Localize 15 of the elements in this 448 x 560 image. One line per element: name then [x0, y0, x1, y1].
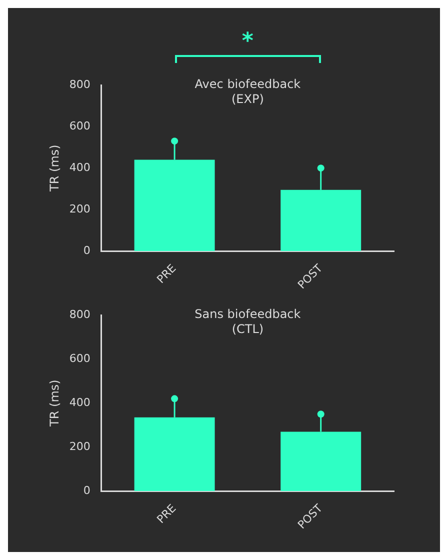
y-tick-label: 600 — [69, 352, 90, 365]
y-tick-label: 0 — [83, 484, 90, 498]
y-tick-label: 200 — [69, 440, 90, 453]
chart-title: Avec biofeedback (EXP) — [194, 77, 301, 106]
y-axis-title: TR (ms) — [47, 380, 62, 428]
y-tick-label: 400 — [69, 160, 90, 174]
y-tick-label: 800 — [69, 308, 90, 321]
y-tick-label: 400 — [69, 396, 90, 409]
text: * — [240, 29, 254, 54]
y-tick-label: 200 — [69, 202, 90, 216]
y-tick-label: 0 — [83, 244, 90, 258]
y-axis-title: TR (ms) — [47, 144, 62, 192]
chart-title: Sans biofeedback (CTL) — [194, 307, 301, 336]
y-tick-label: 800 — [69, 78, 90, 91]
y-tick-label: 600 — [69, 119, 90, 132]
